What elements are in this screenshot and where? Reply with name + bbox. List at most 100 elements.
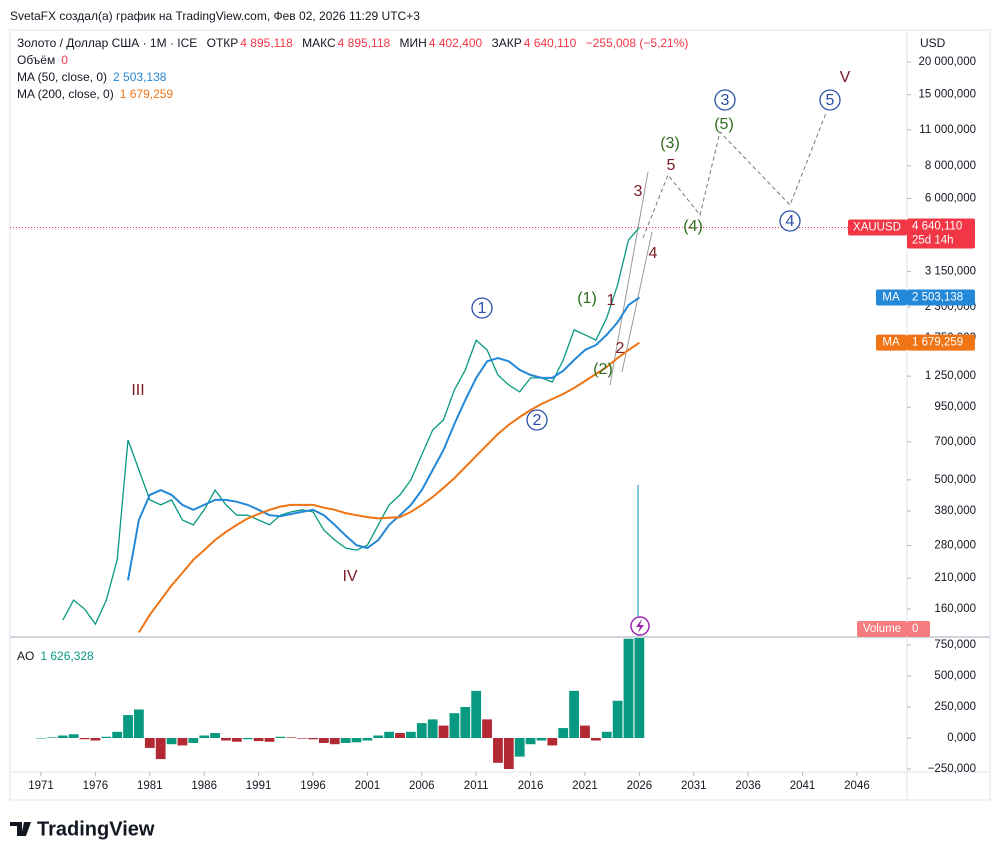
ao-bar	[449, 713, 460, 739]
price-tag	[848, 219, 907, 236]
wave-circle	[526, 409, 548, 431]
ao-bar	[199, 735, 210, 739]
wave-label: 4	[786, 213, 795, 230]
wave-label: 5	[667, 157, 676, 174]
x-tick-label: 2016	[518, 780, 544, 792]
projection	[642, 112, 827, 239]
wave-label: 5	[826, 92, 835, 109]
frame	[9, 29, 991, 801]
ao-bar	[253, 738, 264, 742]
wave-label: 3	[634, 183, 643, 200]
wave-label: 1	[607, 292, 616, 309]
price-tag-name: XAUUSD	[853, 222, 901, 234]
ao-bar	[460, 706, 471, 739]
ao-bar	[471, 690, 482, 739]
ao-bar	[406, 731, 416, 739]
y-tick-label: 8 000,000	[925, 160, 976, 172]
x-tick-label: 2046	[844, 780, 870, 792]
wave-label: (5)	[714, 116, 734, 133]
volume-tag-name: Volume	[863, 623, 901, 635]
ao-bar	[188, 738, 199, 743]
y-tick-label: 11 000,000	[919, 124, 976, 136]
wave-label: (4)	[683, 218, 703, 235]
series-line	[127, 296, 640, 581]
price-value: 4 640,110	[912, 221, 962, 233]
change: −255,008 (−5,21%)	[586, 36, 689, 50]
x-tick-label: 1996	[300, 780, 326, 792]
legend-main: Золото / Доллар США · 1М · ICE ОТКР 4 895…	[17, 36, 688, 50]
x-tick-label: 2031	[681, 780, 707, 792]
ao-bar	[329, 738, 340, 745]
currency: USD	[920, 36, 946, 50]
ma-tag-name: MA	[882, 337, 900, 349]
ao-y-tick-label: 250,000	[934, 701, 976, 713]
countdown: 25d 14h	[912, 235, 954, 247]
volume-value: 0	[61, 53, 68, 67]
ao-bar	[90, 738, 101, 741]
wave-label: 4	[649, 245, 658, 262]
x-tick-label: 2011	[464, 780, 489, 792]
wave-label: 1	[478, 300, 487, 317]
ao-bar	[101, 736, 112, 739]
logo-mark	[10, 822, 31, 836]
wave-label: 2	[533, 412, 542, 429]
volume-tag-value: 0	[912, 623, 918, 635]
wave-label: (2)	[593, 361, 613, 378]
ao-bar	[177, 738, 188, 746]
ao-y-tick-label: 750,000	[934, 639, 976, 651]
ao-bar	[438, 725, 449, 739]
ao-bar	[612, 700, 623, 739]
ao-bar	[46, 737, 57, 739]
legend-value: 1 679,259	[120, 87, 174, 101]
ao-bar	[166, 738, 177, 745]
wave-circle	[819, 89, 841, 111]
logo-text: TradingView	[37, 818, 155, 840]
ao-bar	[123, 715, 133, 739]
y-tick-label: 1 250,000	[925, 370, 976, 382]
symbol-title: Золото / Доллар США · 1М · ICE	[17, 36, 197, 50]
wave-label: V	[840, 69, 851, 86]
ao-bar	[416, 723, 427, 739]
ao-bar	[384, 731, 395, 739]
ao-bar	[373, 735, 384, 739]
ma-tag	[876, 334, 907, 351]
credit: SvetaFX создал(а) график на TradingView.…	[10, 9, 420, 23]
volume-box	[907, 621, 930, 637]
y-tick-label: 280,000	[934, 540, 976, 552]
ao-bar	[210, 733, 220, 739]
legend-name: MA (50, close, 0)	[17, 70, 107, 84]
legend-ma50: MA (50, close, 0) 2 503,138	[17, 70, 167, 84]
ohlc-value: 4 895,118	[338, 36, 391, 50]
x-tick-label: 1976	[83, 780, 109, 792]
x-tick-label: 1991	[246, 780, 272, 792]
ao-bar	[482, 719, 492, 739]
lightning	[636, 619, 644, 633]
ohlc-value: 4 640,110	[524, 36, 577, 50]
ao-bar	[242, 738, 253, 740]
ao-bar	[57, 735, 68, 739]
ao-bar	[536, 738, 547, 741]
x-tick-label: 2001	[355, 780, 381, 792]
ao-bar	[514, 738, 525, 757]
wave-label: III	[131, 382, 144, 399]
ma-value: 1 679,259	[912, 337, 963, 349]
y-tick-label: 210,000	[934, 572, 976, 584]
y-tick-label: 3 150,000	[925, 265, 976, 277]
ao-bar	[623, 638, 634, 739]
ao-bar	[569, 690, 579, 739]
logo: TradingView	[10, 818, 155, 840]
wave-label: 2	[616, 340, 625, 357]
ohlc-label: ЗАКР	[492, 36, 522, 50]
ohlc-value: 4 895,118	[240, 36, 293, 50]
y-tick-label: 15 000,000	[918, 89, 976, 101]
ao-bar	[525, 738, 536, 745]
legend-name: MA (200, close, 0)	[17, 87, 114, 101]
ao-bar	[231, 738, 242, 742]
x-tick-label: 2006	[409, 780, 435, 792]
wave-circle	[714, 89, 736, 111]
y-tick-label: 160,000	[934, 603, 976, 615]
ao-bar	[264, 738, 275, 742]
ao-bar	[427, 719, 438, 739]
ao-bar	[547, 738, 558, 746]
